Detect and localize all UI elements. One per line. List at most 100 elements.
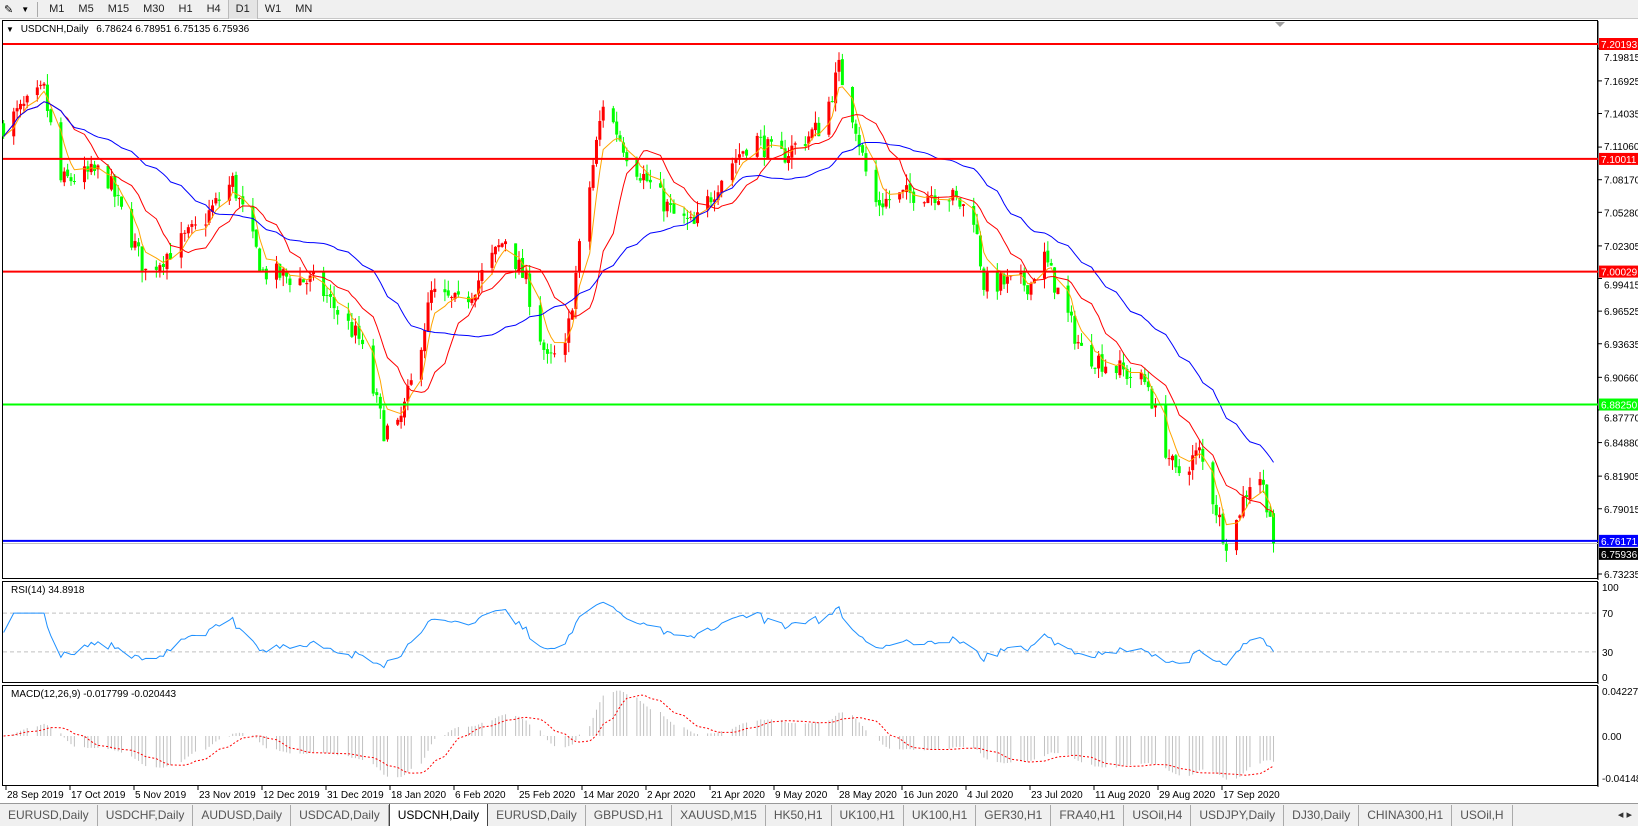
timeframe-m15[interactable]: M15	[107, 2, 130, 15]
drawing-tools-icon[interactable]: ✎	[4, 3, 14, 16]
candle-body	[830, 101, 834, 103]
chart-tab[interactable]: USOil,H	[1452, 805, 1513, 826]
chart-tab[interactable]: DJ30,Daily	[1284, 805, 1360, 826]
candle-body	[737, 154, 741, 158]
chart-tab[interactable]: AUDUSD,Daily	[193, 805, 292, 826]
rsi-chart: 100 70 30 0	[3, 582, 1619, 684]
candle-body	[396, 419, 400, 425]
candle-body	[419, 349, 423, 380]
candle-body	[625, 152, 629, 162]
candle-body	[912, 191, 916, 203]
timeframe-h4[interactable]: H4	[206, 2, 221, 15]
candle-body	[426, 302, 430, 332]
date-label: 11 Aug 2020	[1095, 790, 1151, 801]
candle-body	[1005, 276, 1009, 284]
price-tick-label: 7.19815	[1604, 53, 1638, 64]
candle-body	[210, 205, 214, 212]
chart-tab[interactable]: USDJPY,Daily	[1191, 805, 1285, 826]
candle-body	[399, 415, 403, 423]
price-tick-label: 6.81905	[1604, 472, 1638, 483]
candle-body	[371, 345, 375, 394]
level-price-label: 7.20193	[1601, 40, 1638, 51]
level-price-label: 6.88250	[1601, 401, 1638, 412]
candle-body	[881, 203, 885, 208]
level-price-box	[1599, 152, 1638, 165]
candle-body	[42, 83, 46, 86]
candle-body	[480, 269, 484, 281]
chart-tab[interactable]: FRA40,H1	[1051, 805, 1125, 826]
candle-body	[453, 292, 457, 300]
candle-body	[1241, 496, 1245, 517]
chart-tab[interactable]: EURUSD,Daily	[488, 805, 586, 826]
candle-body	[49, 109, 53, 123]
date-label: 14 Mar 2020	[583, 790, 640, 801]
chart-tab[interactable]: GBPUSD,H1	[586, 805, 673, 826]
candle-body	[877, 199, 881, 206]
macd-scale-label: -0.04148	[1602, 774, 1638, 785]
collapse-triangle-icon[interactable]: ▼	[6, 25, 14, 34]
candle-body	[186, 227, 190, 234]
timeframe-mn[interactable]: MN	[295, 2, 313, 15]
chart-tab[interactable]: USOil,H4	[1124, 805, 1192, 826]
candle-body	[645, 172, 649, 181]
chart-tab[interactable]: HK50,H1	[766, 805, 832, 826]
candle-body	[500, 243, 504, 247]
candle-body	[807, 136, 811, 144]
candle-body	[1073, 316, 1077, 344]
chart-tab[interactable]: GER30,H1	[976, 805, 1052, 826]
macd-panel[interactable]: 0.042275 0.00 -0.04148 MACD(12,26,9) -0.01…	[2, 685, 1638, 787]
chart-tab[interactable]: CHINA300,H1	[1359, 805, 1453, 826]
timeframe-m30[interactable]: M30	[143, 2, 165, 15]
macd-chart: 0.042275 0.00 -0.04148	[3, 686, 1638, 787]
candle-body	[1150, 388, 1154, 409]
price-tick-label: 6.79015	[1604, 505, 1638, 516]
candle-body	[59, 122, 63, 181]
timeframe-m5[interactable]: M5	[78, 2, 94, 15]
timeframe-d1[interactable]: D1	[227, 0, 258, 19]
candle-body	[1177, 466, 1181, 474]
macd-label: MACD(12,26,9) -0.017799 -0.020443	[11, 689, 177, 700]
date-label: 6 Feb 2020	[455, 790, 506, 801]
chart-tab[interactable]: USDCAD,Daily	[291, 805, 389, 826]
candle-body	[999, 273, 1003, 291]
candle-body	[713, 199, 717, 202]
candle-body	[179, 233, 183, 258]
candle-body	[375, 392, 379, 396]
candle-body	[116, 194, 120, 196]
candle-body	[423, 330, 427, 352]
macd-scale-label: 0.00	[1602, 732, 1622, 743]
price-chart-panel[interactable]: 7.19815 7.16925 7.14035 7.11060 7.08170 7.052…	[2, 20, 1638, 581]
candle-body	[1090, 345, 1094, 367]
candle-body	[954, 190, 958, 197]
chart-tab[interactable]: UK100,H1	[832, 805, 904, 826]
date-label: 28 Sep 2019	[7, 790, 64, 801]
chart-tab[interactable]: XAUUSD,M15	[672, 805, 766, 826]
candle-body	[140, 246, 144, 273]
candle-body	[66, 169, 70, 177]
candle-body	[39, 84, 43, 86]
chart-tab[interactable]: USDCHF,Daily	[98, 805, 194, 826]
candle-body	[1261, 479, 1265, 485]
timeframe-h1[interactable]: H1	[178, 2, 193, 15]
candle-body	[884, 198, 888, 207]
chart-tab[interactable]: UK100,H1	[904, 805, 977, 826]
candle-body	[553, 353, 557, 355]
candle-body	[25, 95, 29, 103]
candle-body	[190, 224, 194, 227]
candle-body	[204, 224, 208, 226]
chart-tab[interactable]: USDCNH,Daily	[388, 804, 489, 826]
timeframe-m1[interactable]: M1	[49, 2, 65, 15]
dropdown-arrow-icon[interactable]: ▼	[21, 4, 30, 14]
rsi-panel[interactable]: 100 70 30 0 RSI(14) 34.8918	[2, 581, 1619, 684]
tab-scroll-arrows[interactable]: ◂ ▸	[1617, 809, 1632, 821]
candle-body	[716, 192, 720, 201]
candle-body	[827, 101, 831, 135]
chart-tab[interactable]: EURUSD,Daily	[0, 805, 98, 826]
candle-body	[470, 298, 474, 303]
candle-body	[350, 322, 354, 337]
candle-body	[762, 135, 766, 158]
candle-body	[926, 195, 930, 204]
candle-body	[958, 198, 962, 207]
candle-body	[1164, 404, 1168, 458]
timeframe-w1[interactable]: W1	[264, 2, 282, 15]
